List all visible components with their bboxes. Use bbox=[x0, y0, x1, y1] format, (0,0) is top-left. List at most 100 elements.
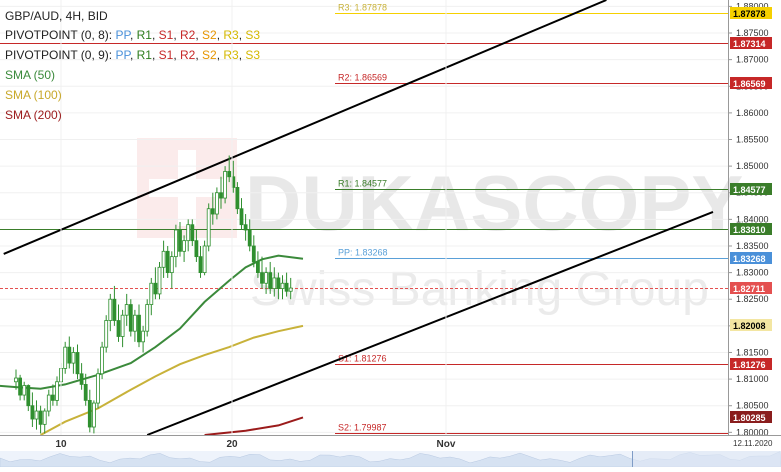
candle bbox=[87, 389, 92, 433]
candle-body bbox=[22, 385, 27, 396]
candle-body bbox=[186, 224, 191, 242]
candle bbox=[268, 261, 273, 294]
price-box-label: 1.82008 bbox=[733, 321, 766, 331]
navigator-window[interactable] bbox=[632, 451, 781, 467]
y-tick-label: 1.84000 bbox=[736, 214, 769, 224]
level-label-r2: R2: 1.86569 bbox=[338, 73, 387, 83]
candle bbox=[83, 373, 88, 406]
price-box-label: 1.86569 bbox=[733, 79, 766, 89]
price-box-label: 1.83810 bbox=[733, 225, 766, 235]
candle bbox=[149, 277, 154, 316]
price-box bbox=[730, 223, 772, 235]
candle-body bbox=[30, 405, 35, 420]
sma100-line bbox=[40, 324, 304, 436]
watermark-logo-cross-v bbox=[178, 150, 196, 226]
candle-body bbox=[272, 277, 277, 289]
candle bbox=[22, 381, 27, 401]
candle-body bbox=[190, 224, 195, 242]
navigator[interactable] bbox=[0, 451, 781, 468]
candle-body bbox=[75, 352, 80, 375]
candle-body bbox=[132, 314, 137, 332]
candle bbox=[247, 219, 252, 252]
candle bbox=[92, 400, 96, 434]
candle bbox=[75, 344, 80, 380]
trend-channel bbox=[3, 0, 714, 436]
candle-body bbox=[145, 304, 150, 332]
candle-body bbox=[202, 245, 207, 274]
price-box-label: 1.84577 bbox=[733, 185, 766, 195]
candle bbox=[206, 203, 211, 252]
legend-pivot-a-s1: S1 bbox=[159, 28, 174, 42]
x-tick-label: 10 bbox=[55, 439, 67, 450]
candle bbox=[34, 400, 39, 430]
candle bbox=[202, 240, 207, 276]
candle bbox=[67, 336, 72, 369]
candle bbox=[235, 182, 240, 215]
legend-pivot-a-prefix: PIVOTPOINT (0, 8): bbox=[5, 28, 115, 42]
candle bbox=[219, 176, 223, 209]
legend-sep: , bbox=[173, 28, 180, 42]
candle-body bbox=[137, 314, 141, 343]
candle-body bbox=[149, 282, 154, 305]
legend: GBP/AUD, 4H, BID PIVOTPOINT (0, 8): PP, … bbox=[5, 9, 260, 122]
watermark-brand: DUKASCOPY bbox=[245, 159, 743, 247]
moving-averages bbox=[0, 254, 304, 436]
legend-symbol: GBP/AUD, 4H, BID bbox=[5, 9, 108, 23]
candle-body bbox=[169, 256, 174, 274]
legend-pivot-b-prefix: PIVOTPOINT (0, 9): bbox=[5, 48, 115, 62]
candle-body bbox=[42, 410, 47, 425]
candle-body bbox=[243, 224, 248, 231]
candle bbox=[182, 235, 187, 262]
level-label-pp: PP: 1.83268 bbox=[338, 248, 388, 258]
legend-pivot-a-s2: S2 bbox=[202, 28, 217, 42]
candle-body bbox=[161, 250, 166, 268]
candle bbox=[288, 277, 293, 300]
candle-body bbox=[178, 229, 182, 252]
candle-body bbox=[71, 352, 76, 364]
candle-body bbox=[214, 192, 219, 215]
candle bbox=[145, 299, 150, 337]
pivot-levels: R3: 1.87878 R2: 1.86569 R1: 1.84577 PP: 1.8… bbox=[0, 3, 728, 434]
legend-sep: , bbox=[217, 28, 224, 42]
candle bbox=[161, 240, 166, 278]
candle bbox=[227, 155, 232, 183]
legend-sep: , bbox=[152, 48, 159, 62]
legend-pivot-b-r3: R3 bbox=[223, 48, 239, 62]
y-tick-label: 1.88000 bbox=[736, 1, 769, 11]
level-label-s1: S1: 1.81276 bbox=[338, 354, 387, 364]
candle-body bbox=[14, 377, 18, 383]
y-tick-label: 1.86000 bbox=[736, 108, 769, 118]
candle-body bbox=[227, 171, 232, 178]
candle bbox=[210, 192, 215, 225]
candle bbox=[260, 256, 264, 289]
candle-body bbox=[51, 394, 55, 401]
candle-body bbox=[92, 402, 96, 428]
candle-body bbox=[96, 373, 100, 404]
plot-background bbox=[0, 0, 728, 435]
level-label-s2: S2: 1.79987 bbox=[338, 423, 387, 433]
candle bbox=[178, 222, 182, 257]
legend-sep: , bbox=[195, 28, 202, 42]
candle-body bbox=[239, 208, 244, 226]
candle-body bbox=[264, 272, 269, 284]
legend-sep: , bbox=[239, 48, 246, 62]
legend-pivot-b-s3: S3 bbox=[245, 48, 260, 62]
candle bbox=[186, 219, 191, 252]
candle-body bbox=[206, 208, 211, 247]
candle-body bbox=[18, 377, 23, 396]
candle-body bbox=[157, 266, 162, 295]
candle bbox=[264, 267, 269, 294]
price-box bbox=[730, 7, 772, 19]
candle bbox=[157, 261, 162, 300]
legend-sma50: SMA (50) bbox=[5, 68, 55, 82]
y-tick-label: 1.80000 bbox=[736, 427, 769, 437]
candle bbox=[38, 405, 43, 434]
candle bbox=[51, 384, 55, 406]
price-box-label: 1.82711 bbox=[733, 284, 765, 294]
y-tick-label: 1.87500 bbox=[736, 28, 769, 38]
candle bbox=[137, 304, 141, 348]
level-label-r1: R1: 1.84577 bbox=[338, 179, 387, 189]
y-tick-label: 1.81500 bbox=[736, 347, 769, 357]
